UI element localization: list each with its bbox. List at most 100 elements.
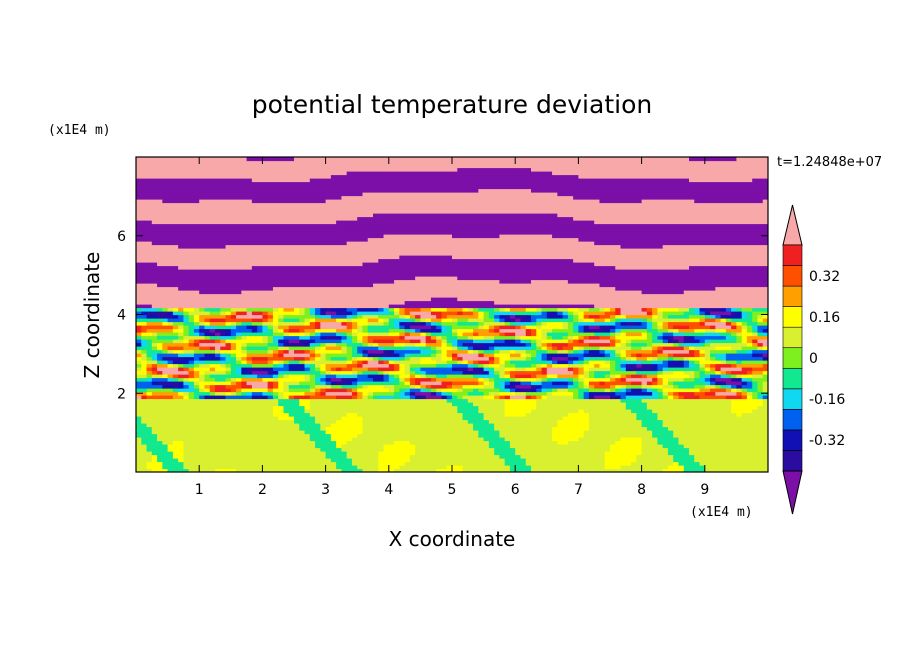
field-cell xyxy=(151,381,158,386)
field-cell xyxy=(236,325,248,330)
field-cell xyxy=(278,318,285,323)
field-cell xyxy=(183,454,327,459)
field-cell xyxy=(141,437,158,442)
field-cell xyxy=(567,314,574,319)
field-cell xyxy=(473,426,495,431)
field-cell xyxy=(436,391,443,396)
field-cell xyxy=(731,405,759,410)
field-cell xyxy=(641,332,648,337)
field-cell xyxy=(657,370,664,375)
field-cell xyxy=(430,388,437,393)
field-cell xyxy=(267,339,274,344)
field-cell xyxy=(752,318,759,323)
field-cell xyxy=(478,332,500,337)
field-cell xyxy=(631,342,648,347)
field-cell xyxy=(362,384,369,389)
field-cell xyxy=(230,335,237,340)
field-cell xyxy=(430,349,437,354)
field-cell xyxy=(325,388,348,393)
field-cell xyxy=(641,447,669,452)
field-cell xyxy=(304,307,311,312)
field-cell xyxy=(357,360,364,365)
field-cell xyxy=(478,374,495,379)
field-cell xyxy=(657,363,669,368)
field-cell xyxy=(409,384,416,389)
field-cell xyxy=(162,342,190,347)
field-cell xyxy=(610,395,616,400)
field-cell xyxy=(320,342,327,347)
field-cell xyxy=(610,335,616,340)
field-cell xyxy=(136,349,142,354)
field-cell xyxy=(430,391,437,396)
field-cell xyxy=(251,363,274,368)
field-cell xyxy=(409,377,416,382)
field-cell xyxy=(225,370,232,375)
field-cell xyxy=(193,388,200,393)
field-cell xyxy=(151,220,337,225)
field-cell xyxy=(193,391,211,396)
field-cell xyxy=(257,374,274,379)
field-cell xyxy=(373,377,385,382)
field-cell xyxy=(689,318,701,323)
field-cell xyxy=(641,321,648,326)
field-cell xyxy=(330,433,358,438)
field-cell xyxy=(183,451,327,456)
field-cell xyxy=(646,328,658,333)
field-cell xyxy=(162,440,174,445)
field-cell xyxy=(720,332,732,337)
field-cell xyxy=(351,328,358,333)
field-cell xyxy=(583,381,590,386)
field-cell xyxy=(441,342,448,347)
field-cell xyxy=(731,318,753,323)
field-cell xyxy=(141,342,148,347)
field-cell xyxy=(362,430,479,435)
field-cell xyxy=(399,353,406,358)
field-cell xyxy=(462,332,474,337)
field-cell xyxy=(373,339,395,344)
field-cell xyxy=(452,332,458,337)
field-cell xyxy=(178,391,184,396)
field-cell xyxy=(578,307,590,312)
field-cell xyxy=(220,363,227,368)
field-cell xyxy=(309,321,316,326)
field-cell xyxy=(141,440,163,445)
field-cell xyxy=(236,353,248,358)
field-cell xyxy=(294,356,306,361)
field-cell xyxy=(531,342,537,347)
field-cell xyxy=(404,328,411,333)
field-cell xyxy=(193,349,216,354)
field-cell xyxy=(357,412,464,417)
field-cell xyxy=(294,307,300,312)
field-cell xyxy=(615,314,627,319)
field-cell xyxy=(409,318,416,323)
field-cell xyxy=(357,321,369,326)
field-cell xyxy=(341,346,348,351)
field-cell xyxy=(357,384,364,389)
field-cell xyxy=(378,360,385,365)
field-cell xyxy=(473,346,490,351)
field-cell xyxy=(657,388,664,393)
field-cell xyxy=(667,335,674,340)
field-cell xyxy=(457,346,464,351)
field-cell xyxy=(546,346,553,351)
field-cell xyxy=(325,377,332,382)
field-cell xyxy=(315,356,321,361)
field-cell xyxy=(309,311,316,316)
field-cell xyxy=(504,363,516,368)
colorbar: 0.320.160-0.16-0.32 xyxy=(782,204,845,515)
field-cell xyxy=(446,395,453,400)
field-cell xyxy=(731,402,764,407)
field-cell xyxy=(646,356,653,361)
field-cell xyxy=(230,311,237,316)
field-cell xyxy=(515,318,522,323)
field-cell xyxy=(615,440,643,445)
field-cell xyxy=(620,384,627,389)
field-cell xyxy=(188,332,195,337)
field-cell xyxy=(757,342,764,347)
field-cell xyxy=(567,279,768,284)
field-cell xyxy=(272,318,279,323)
field-cell xyxy=(583,346,601,351)
field-cell xyxy=(330,314,348,319)
field-cell xyxy=(504,398,537,403)
field-cell xyxy=(525,367,537,372)
